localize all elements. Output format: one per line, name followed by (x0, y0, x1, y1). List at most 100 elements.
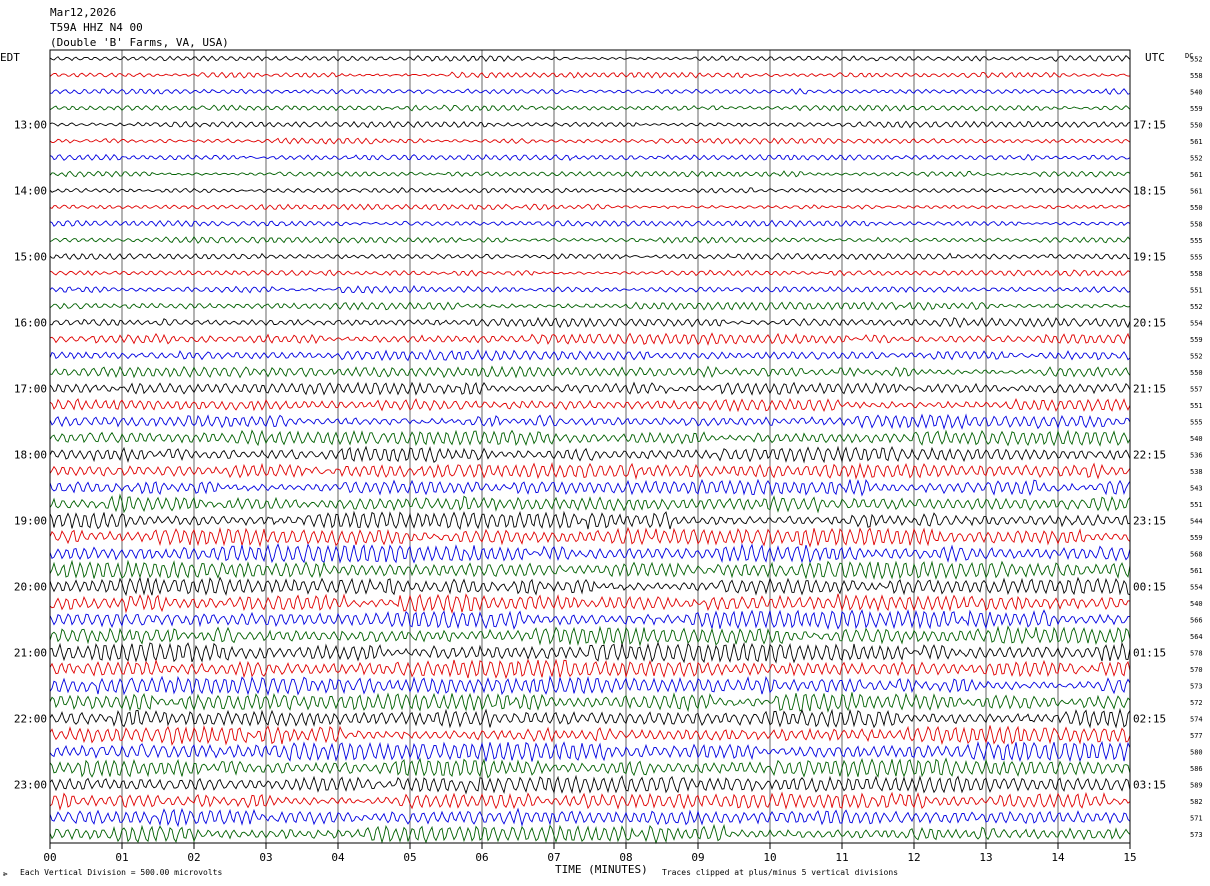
trace-row-28 (49, 510, 1131, 531)
dc-offset-label: 551 (1190, 501, 1203, 509)
x-tick-label: 06 (475, 851, 488, 864)
dc-offset-label: 555 (1190, 237, 1203, 245)
trace-row-40 (49, 707, 1131, 729)
x-tick-label: 10 (763, 851, 776, 864)
trace-row-39 (49, 692, 1131, 713)
right-hour-label: 19:15 (1133, 251, 1166, 264)
trace-row-21 (49, 398, 1131, 413)
dc-offset-label: 571 (1190, 815, 1203, 823)
trace-row-35 (49, 625, 1131, 647)
right-hour-label: 00:15 (1133, 581, 1166, 594)
trace-row-6 (49, 153, 1131, 162)
time-gridlines (121, 50, 1059, 843)
dc-offset-label: 561 (1190, 188, 1203, 196)
trace-row-2 (49, 87, 1131, 95)
trace-row-22 (49, 413, 1131, 430)
dc-offset-label: 551 (1190, 402, 1203, 410)
x-tick-label: 14 (1051, 851, 1065, 864)
right-hour-label: 18:15 (1133, 185, 1166, 198)
x-tick-label: 05 (403, 851, 416, 864)
dc-offset-labels: 552 558 540 559 550 561 552 561 561 550 558 555 555 5… (1190, 56, 1203, 840)
right-hour-label: 23:15 (1133, 515, 1166, 528)
dc-offset-label: 558 (1190, 270, 1203, 278)
dc-offset-label: 568 (1190, 551, 1203, 559)
dc-offset-label: 558 (1190, 72, 1203, 80)
dc-offset-label: 577 (1190, 732, 1203, 740)
trace-row-34 (49, 609, 1131, 630)
trace-row-19 (49, 365, 1131, 379)
trace-row-43 (49, 757, 1131, 779)
dc-offset-label: 559 (1190, 534, 1203, 542)
dc-offset-label: 540 (1190, 89, 1203, 97)
trace-row-14 (49, 284, 1131, 294)
dc-offset-label: 550 (1190, 122, 1203, 130)
trace-row-0 (49, 54, 1131, 63)
dc-offset-label: 570 (1190, 666, 1203, 674)
trace-row-29 (49, 526, 1131, 548)
dc-offset-label: 573 (1190, 831, 1203, 839)
dc-offset-label: 550 (1190, 369, 1203, 377)
trace-row-32 (49, 576, 1131, 597)
trace-row-45 (49, 791, 1131, 811)
trace-row-17 (49, 332, 1131, 346)
x-axis: 00 01 02 03 04 05 06 07 08 09 10 11 12 13 14 15 (43, 843, 1137, 864)
dc-offset-label: 555 (1190, 419, 1203, 427)
x-tick-label: 07 (547, 851, 560, 864)
x-tick-label: 00 (43, 851, 56, 864)
dc-offset-label: 578 (1190, 650, 1203, 658)
left-hour-label: 19:00 (14, 515, 47, 528)
trace-row-23 (49, 429, 1131, 447)
trace-row-42 (49, 740, 1131, 763)
dc-offset-label: 561 (1190, 138, 1203, 146)
left-hour-label: 23:00 (14, 779, 47, 792)
right-hour-label: 01:15 (1133, 647, 1166, 660)
date-label: Mar12,2026 (50, 6, 116, 19)
right-hour-label: 20:15 (1133, 317, 1166, 330)
trace-row-7 (49, 170, 1131, 178)
dc-offset-label: 536 (1190, 452, 1203, 460)
x-tick-label: 08 (619, 851, 632, 864)
trace-row-41 (49, 724, 1131, 746)
trace-row-3 (49, 104, 1131, 112)
trace-row-16 (49, 316, 1131, 329)
trace-row-10 (49, 219, 1131, 228)
right-hour-label: 22:15 (1133, 449, 1166, 462)
dc-offset-label: 564 (1190, 633, 1203, 641)
dc-offset-label: 582 (1190, 798, 1203, 806)
x-tick-label: 09 (691, 851, 704, 864)
dc-offset-label: 551 (1190, 287, 1203, 295)
left-hour-label: 18:00 (14, 449, 47, 462)
trace-row-13 (49, 269, 1131, 277)
scale-note: Each Vertical Division = 500.00 microvol… (20, 868, 222, 877)
x-tick-label: 02 (187, 851, 200, 864)
dc-offset-label: 589 (1190, 782, 1203, 790)
trace-row-15 (49, 301, 1131, 311)
trace-row-46 (49, 807, 1131, 828)
right-hour-labels: 17:15 18:15 19:15 20:15 21:15 22:15 23:15 00:15… (1133, 119, 1166, 792)
right-hour-label: 17:15 (1133, 119, 1166, 132)
dc-offset-label: 554 (1190, 320, 1203, 328)
trace-row-11 (49, 235, 1131, 244)
trace-row-12 (49, 252, 1131, 261)
dc-offset-label: 552 (1190, 155, 1203, 163)
dc-offset-label: 559 (1190, 336, 1203, 344)
dc-offset-label: 580 (1190, 749, 1203, 757)
x-tick-label: 11 (835, 851, 848, 864)
trace-row-27 (49, 493, 1131, 514)
left-hour-label: 21:00 (14, 647, 47, 660)
trace-row-1 (49, 71, 1131, 79)
x-tick-label: 13 (979, 851, 992, 864)
x-axis-title: TIME (MINUTES) (555, 863, 648, 876)
left-hour-label: 14:00 (14, 185, 47, 198)
trace-row-25 (49, 461, 1131, 480)
dc-offset-label: 552 (1190, 56, 1203, 64)
trace-row-33 (49, 593, 1131, 614)
trace-row-26 (49, 478, 1131, 497)
left-hour-label: 22:00 (14, 713, 47, 726)
dc-offset-label: 561 (1190, 171, 1203, 179)
right-hour-label: 03:15 (1133, 779, 1166, 792)
dc-offset-label: 552 (1190, 303, 1203, 311)
trace-row-44 (49, 774, 1131, 795)
trace-row-37 (49, 658, 1131, 680)
trace-row-20 (49, 381, 1131, 396)
